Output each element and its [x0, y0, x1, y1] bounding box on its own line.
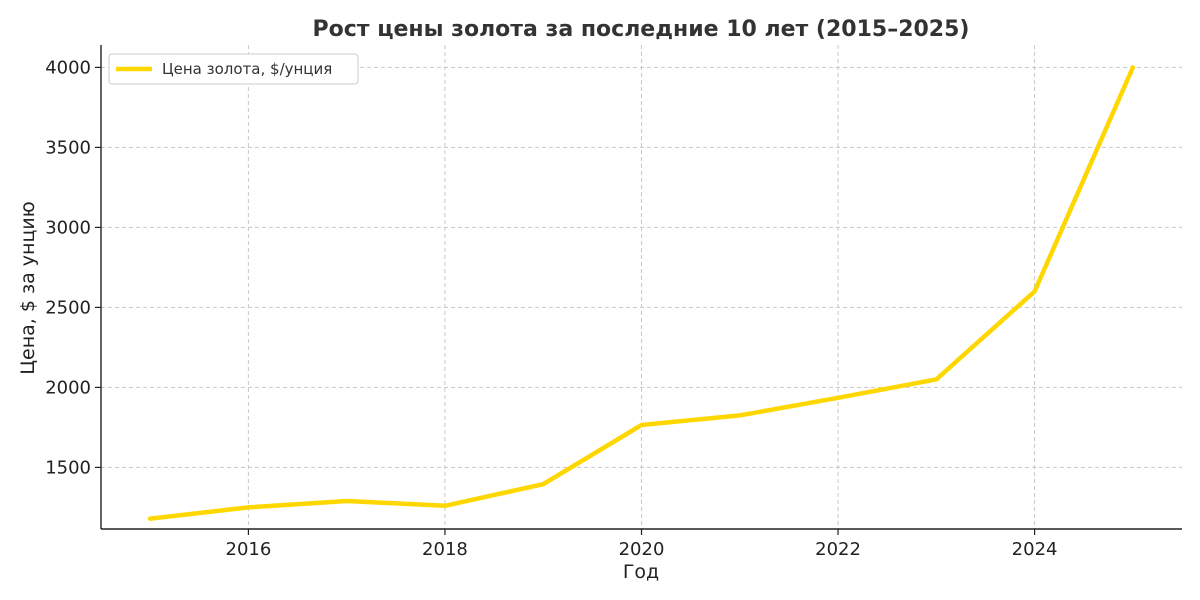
- y-tick-label: 4000: [45, 57, 91, 78]
- y-tick-label: 3000: [45, 217, 91, 238]
- x-tick-label: 2024: [1012, 539, 1058, 560]
- y-axis-label: Цена, $ за унцию: [17, 201, 39, 374]
- x-tick-label: 2020: [619, 539, 665, 560]
- chart-title: Рост цены золота за последние 10 лет (20…: [313, 17, 970, 42]
- data-point: [737, 413, 742, 418]
- data-point: [836, 395, 841, 400]
- legend-label: Цена золота, $/унция: [162, 60, 332, 78]
- legend-box: [108, 53, 359, 85]
- x-tick-label: 2018: [422, 539, 468, 560]
- data-point: [541, 482, 546, 487]
- x-tick-label: 2016: [226, 539, 272, 560]
- y-tick-label: 2000: [45, 377, 91, 398]
- data-point: [639, 423, 644, 427]
- series-layer: [147, 65, 1136, 521]
- data-point: [148, 516, 153, 521]
- data-point: [246, 505, 251, 510]
- x-tick-label: 2022: [815, 539, 861, 560]
- data-point: [1032, 289, 1037, 294]
- ticks: 2016 2018 2020 2022 2024 1500 2000 2500 3000 3500…: [45, 57, 1057, 560]
- data-point: [934, 377, 939, 382]
- y-tick-label: 1500: [45, 457, 91, 478]
- data-point: [1130, 65, 1135, 70]
- data-point: [344, 499, 349, 503]
- data-point: [442, 503, 447, 508]
- y-tick-label: 3500: [45, 137, 91, 158]
- grid-layer: [101, 45, 1182, 529]
- x-axis-label: Год: [623, 561, 659, 583]
- y-tick-label: 2500: [45, 297, 91, 318]
- legend: Цена золота, $/унция: [108, 53, 359, 85]
